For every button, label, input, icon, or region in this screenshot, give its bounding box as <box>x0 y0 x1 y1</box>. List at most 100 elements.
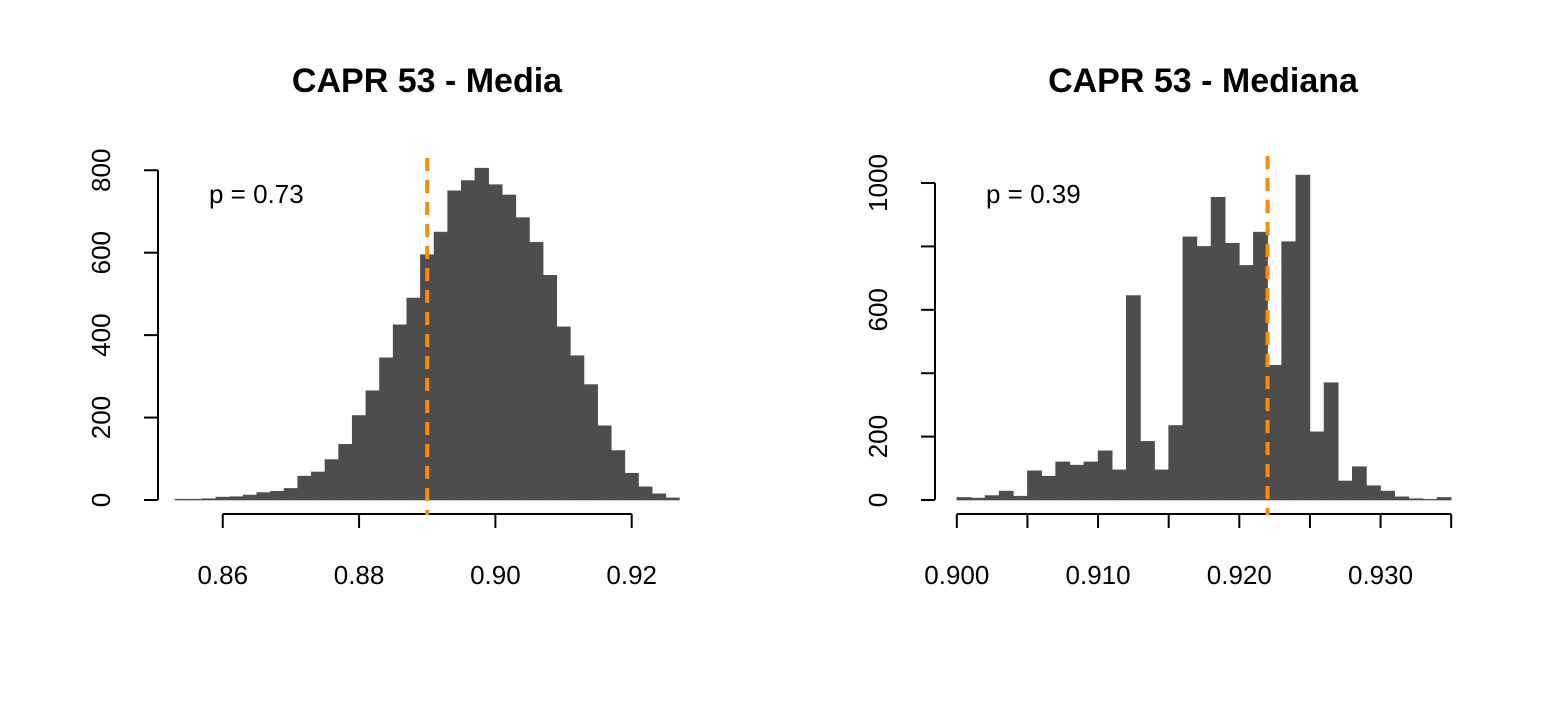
panel-mediana-bar-27 <box>1337 480 1353 501</box>
panel-mediana-bar-26 <box>1323 382 1339 501</box>
panel-media-bar-28 <box>556 326 571 501</box>
panel-mediana-bar-6 <box>1041 475 1056 501</box>
panel-media-y-tick-label-2: 400 <box>86 313 116 356</box>
panel-media-bar-1 <box>188 498 203 501</box>
panel-mediana-bar-7 <box>1055 461 1071 501</box>
panel-media-bar-10 <box>311 471 326 501</box>
panel-media-bar-5 <box>242 494 258 501</box>
panel-mediana-bars <box>956 174 1452 501</box>
panel-mediana-x-axis: 0.900 0.910 0.920 0.930 <box>924 513 1453 590</box>
panel-media-bar-0 <box>174 498 189 501</box>
panel-mediana-bar-15 <box>1168 425 1184 501</box>
panel-media-bar-2 <box>202 498 217 501</box>
panel-mediana-bar-19 <box>1224 242 1240 501</box>
panel-media-y-axis: 0 200 400 600 800 <box>86 149 159 507</box>
panel-mediana-bar-30 <box>1380 490 1395 501</box>
panel-media-bar-22 <box>474 167 489 501</box>
panel-mediana-x-tick-label-2: 0.910 <box>1066 560 1131 590</box>
panel-media-bar-36 <box>665 497 680 501</box>
panel-mediana-bar-18 <box>1210 196 1226 501</box>
panel-media-x-tick-label-3: 0.92 <box>606 560 657 590</box>
panel-mediana-bar-29 <box>1366 485 1381 501</box>
panel-mediana-bar-3 <box>998 490 1014 501</box>
panel-media-title: CAPR 53 - Media <box>292 62 563 100</box>
panel-mediana-bar-21 <box>1253 231 1268 501</box>
panel-mediana-y-tick-label-0: 0 <box>863 493 893 507</box>
panel-media-bar-17 <box>406 297 421 501</box>
panel-mediana-bar-9 <box>1083 461 1099 501</box>
panel-mediana-bar-11 <box>1111 469 1127 501</box>
panel-media-bar-13 <box>351 415 367 501</box>
panel-mediana: CAPR 53 - Mediana 0 200 600 1000 0.900 0.910… <box>863 62 1453 590</box>
panel-mediana-x-tick-label-4: 0.920 <box>1207 560 1272 590</box>
panel-media-bar-33 <box>624 472 639 501</box>
panel-media-bar-26 <box>529 242 544 501</box>
panel-media-y-tick-label-1: 200 <box>86 396 116 439</box>
panel-mediana-bar-32 <box>1408 498 1424 501</box>
panel-media-bar-30 <box>583 384 598 501</box>
panel-media-bar-21 <box>460 180 476 501</box>
panel-media-y-tick-label-0: 0 <box>86 493 116 507</box>
panel-media-bar-19 <box>433 231 448 501</box>
panel-media-bar-34 <box>638 486 653 501</box>
panel-media-x-tick-label-0: 0.86 <box>197 560 248 590</box>
panel-mediana-bar-33 <box>1422 499 1438 501</box>
panel-media-bar-8 <box>283 488 299 501</box>
panel-mediana-bar-24 <box>1295 174 1311 501</box>
panel-mediana-bar-28 <box>1352 466 1367 501</box>
panel-mediana-bar-34 <box>1436 497 1452 501</box>
panel-media-bar-27 <box>542 275 558 501</box>
panel-mediana-bar-22 <box>1267 364 1282 501</box>
panel-media-bar-24 <box>501 194 517 501</box>
panel-mediana-bar-12 <box>1126 295 1141 501</box>
panel-mediana-bar-10 <box>1097 450 1113 501</box>
panel-mediana-bar-4 <box>1013 495 1028 501</box>
panel-media-x-tick-label-2: 0.90 <box>470 560 521 590</box>
panel-mediana-bar-17 <box>1196 246 1212 501</box>
panel-media-y-tick-label-4: 800 <box>86 149 116 192</box>
panel-mediana-bar-1 <box>970 497 986 501</box>
panel-mediana-title: CAPR 53 - Mediana <box>1048 62 1359 100</box>
panel-mediana-x-tick-label-6: 0.930 <box>1348 560 1413 590</box>
panel-media: CAPR 53 - Media 0 200 400 600 800 0.86 0.88 0.… <box>86 62 680 590</box>
panel-mediana-bar-20 <box>1239 265 1254 501</box>
panel-media-bar-16 <box>392 324 408 501</box>
panel-media-p-value: p = 0.73 <box>209 179 304 209</box>
panel-media-bar-25 <box>515 217 530 501</box>
panel-mediana-y-tick-label-1: 200 <box>863 415 893 458</box>
panel-media-x-tick-label-1: 0.88 <box>334 560 385 590</box>
panel-media-bar-31 <box>597 425 612 501</box>
panel-media-bar-15 <box>379 357 394 501</box>
panel-media-bar-3 <box>215 496 230 501</box>
panel-media-bars <box>174 167 680 501</box>
panel-mediana-p-value: p = 0.39 <box>986 179 1081 209</box>
panel-mediana-bar-2 <box>984 495 1000 501</box>
panel-mediana-bar-8 <box>1069 464 1085 501</box>
panel-mediana-bar-16 <box>1182 236 1198 501</box>
panel-media-bar-11 <box>324 459 339 501</box>
panel-mediana-bar-0 <box>956 497 972 501</box>
panel-media-bar-12 <box>338 444 353 501</box>
panel-mediana-x-tick-label-0: 0.900 <box>924 560 989 590</box>
panel-media-bar-23 <box>488 184 503 501</box>
panel-mediana-bar-23 <box>1281 241 1297 501</box>
panel-media-bar-20 <box>447 190 462 501</box>
panel-media-bar-32 <box>610 450 626 501</box>
panel-mediana-bar-13 <box>1140 441 1155 501</box>
panel-media-bar-35 <box>651 493 667 501</box>
panel-mediana-bar-25 <box>1309 431 1325 501</box>
panel-mediana-bar-14 <box>1154 469 1169 501</box>
panel-mediana-y-axis: 0 200 600 1000 <box>863 154 936 507</box>
panel-media-bar-6 <box>256 492 271 501</box>
panel-media-bar-4 <box>229 496 244 501</box>
panel-media-y-tick-label-3: 600 <box>86 231 116 274</box>
panel-media-bar-14 <box>365 390 380 501</box>
panel-mediana-bar-31 <box>1394 496 1410 501</box>
panel-media-bar-29 <box>570 355 585 501</box>
panel-media-bar-7 <box>270 491 285 501</box>
panel-mediana-y-tick-label-3: 600 <box>863 288 893 331</box>
panel-mediana-y-tick-label-5: 1000 <box>863 154 893 212</box>
panel-mediana-bar-5 <box>1027 470 1042 501</box>
